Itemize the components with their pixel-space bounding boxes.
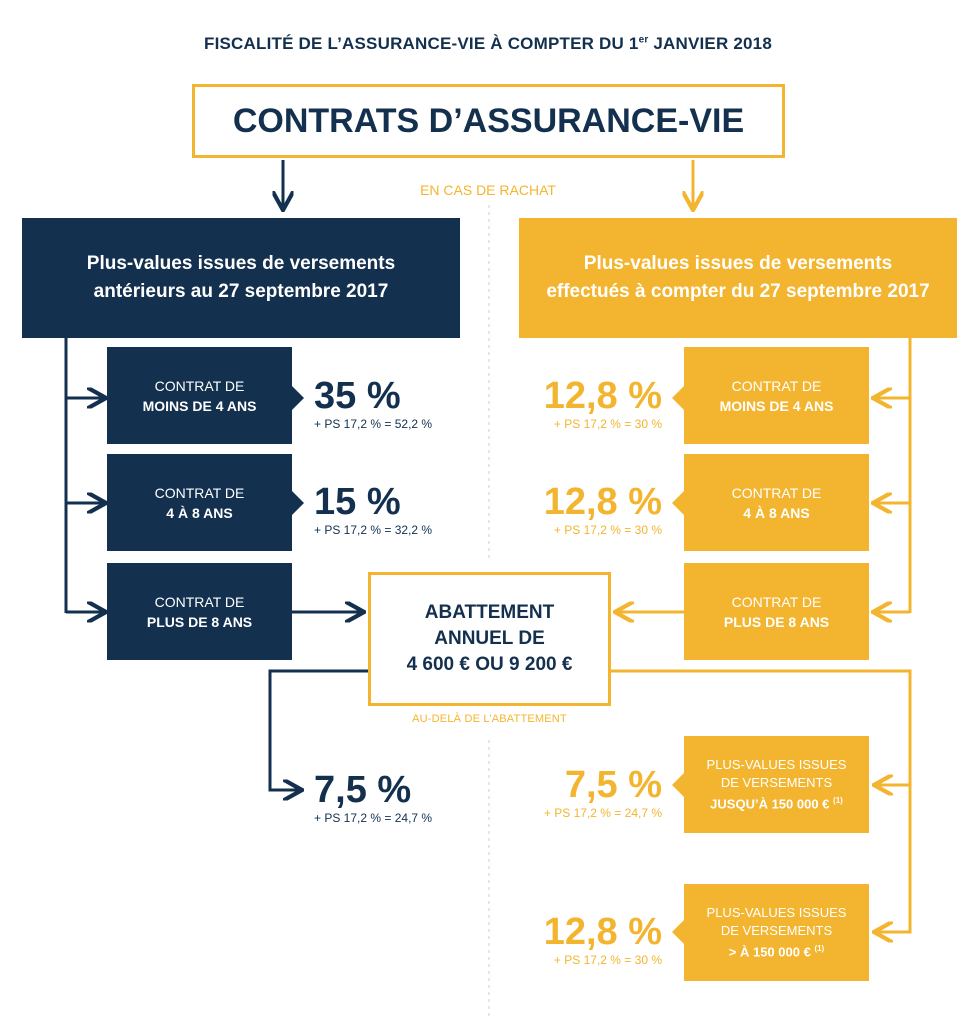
abattement-box: ABATTEMENT ANNUEL DE 4 600 € OU 9 200 € [368, 572, 611, 706]
left-header-box: Plus-values issues de versements antérie… [22, 218, 460, 338]
left-rate-moins-4-ans: 35 % + PS 17,2 % = 52,2 % [314, 375, 433, 431]
right-rate-moins-4-ans: 12,8 % + PS 17,2 % = 30 % [543, 375, 662, 431]
left-rate-4-a-8-ans: 15 % + PS 17,2 % = 32,2 % [314, 481, 433, 537]
rachat-label: EN CAS DE RACHAT [420, 182, 556, 198]
left-box-plus-8-ans: CONTRAT DE PLUS DE 8 ANS [107, 563, 292, 660]
right-box-4-a-8-ans: CONTRAT DE 4 À 8 ANS [684, 454, 869, 551]
au-dela-label: AU-DELÀ DE L’ABATTEMENT [412, 713, 567, 725]
left-rate-final: 7,5 % + PS 17,2 % = 24,7 % [314, 769, 433, 825]
right-box-plus-8-ans: CONTRAT DE PLUS DE 8 ANS [684, 563, 869, 660]
main-contract-box: CONTRATS D’ASSURANCE-VIE [192, 84, 785, 158]
right-box-plus-150000: PLUS-VALUES ISSUES DE VERSEMENTS > À 150… [684, 884, 869, 981]
right-box-moins-4-ans: CONTRAT DE MOINS DE 4 ANS [684, 347, 869, 444]
right-rate-4-a-8-ans: 12,8 % + PS 17,2 % = 30 % [543, 481, 662, 537]
right-rate-plus-150000: 12,8 % + PS 17,2 % = 30 % [543, 911, 662, 967]
left-box-4-a-8-ans: CONTRAT DE 4 À 8 ANS [107, 454, 292, 551]
right-box-jusqua-150000: PLUS-VALUES ISSUES DE VERSEMENTS JUSQU’À… [684, 736, 869, 833]
page-title: FISCALITÉ DE L’ASSURANCE-VIE À COMPTER D… [203, 34, 772, 53]
right-rate-jusqua-150000: 7,5 % + PS 17,2 % = 24,7 % [543, 764, 662, 820]
left-box-moins-4-ans: CONTRAT DE MOINS DE 4 ANS [107, 347, 292, 444]
right-header-box: Plus-values issues de versements effectu… [519, 218, 957, 338]
